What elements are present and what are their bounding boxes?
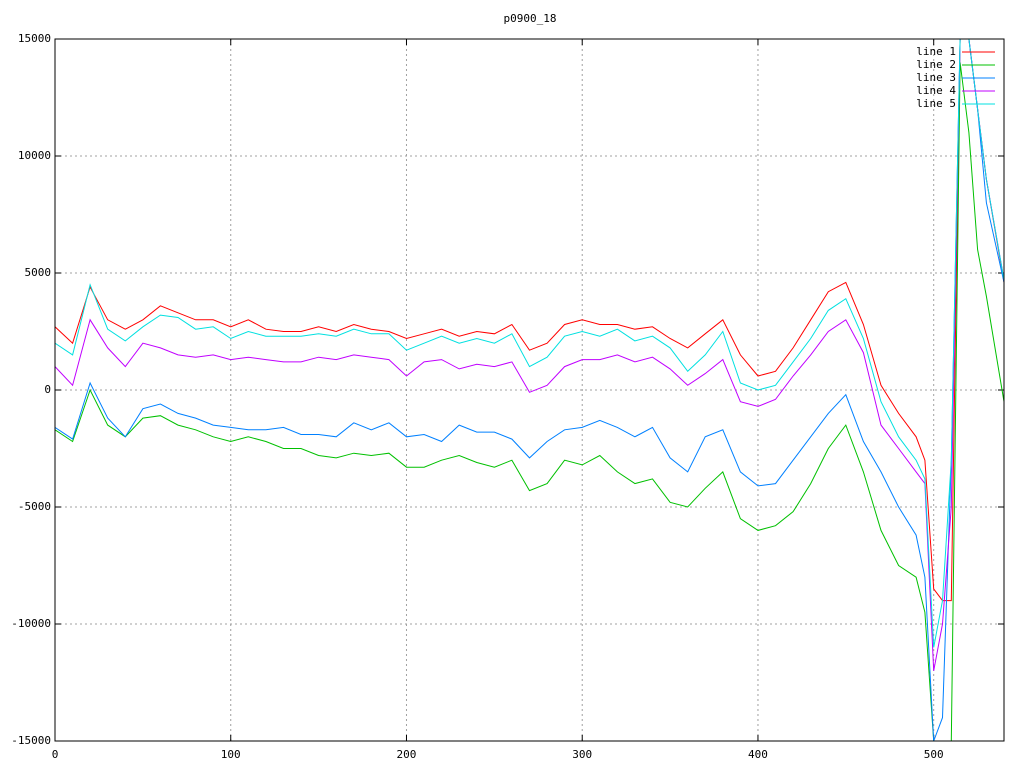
x-tick-label: 300 xyxy=(572,748,592,761)
y-tick-label: -10000 xyxy=(11,617,51,630)
chart-title: p0900_18 xyxy=(504,12,557,25)
x-tick-label: 200 xyxy=(397,748,417,761)
y-tick-label: 15000 xyxy=(18,32,51,45)
data-line xyxy=(55,39,1004,741)
legend-label: line 2 xyxy=(916,58,956,71)
legend-label: line 1 xyxy=(916,45,956,58)
y-tick-label: 0 xyxy=(44,383,51,396)
y-tick-label: -5000 xyxy=(18,500,51,513)
data-line xyxy=(55,39,1004,648)
y-tick-label: 5000 xyxy=(25,266,52,279)
x-tick-label: 400 xyxy=(748,748,768,761)
data-line xyxy=(55,62,1004,741)
x-tick-label: 0 xyxy=(52,748,59,761)
data-line xyxy=(55,39,1004,602)
x-tick-label: 100 xyxy=(221,748,241,761)
y-tick-label: 10000 xyxy=(18,149,51,162)
y-tick-label: -15000 xyxy=(11,734,51,747)
x-tick-label: 500 xyxy=(924,748,944,761)
legend-label: line 4 xyxy=(916,84,956,97)
plot-border xyxy=(54,38,1005,742)
legend-label: line 3 xyxy=(916,71,956,84)
plot-area xyxy=(55,39,1004,741)
legend-label: line 5 xyxy=(916,97,956,110)
data-line xyxy=(55,39,1004,671)
